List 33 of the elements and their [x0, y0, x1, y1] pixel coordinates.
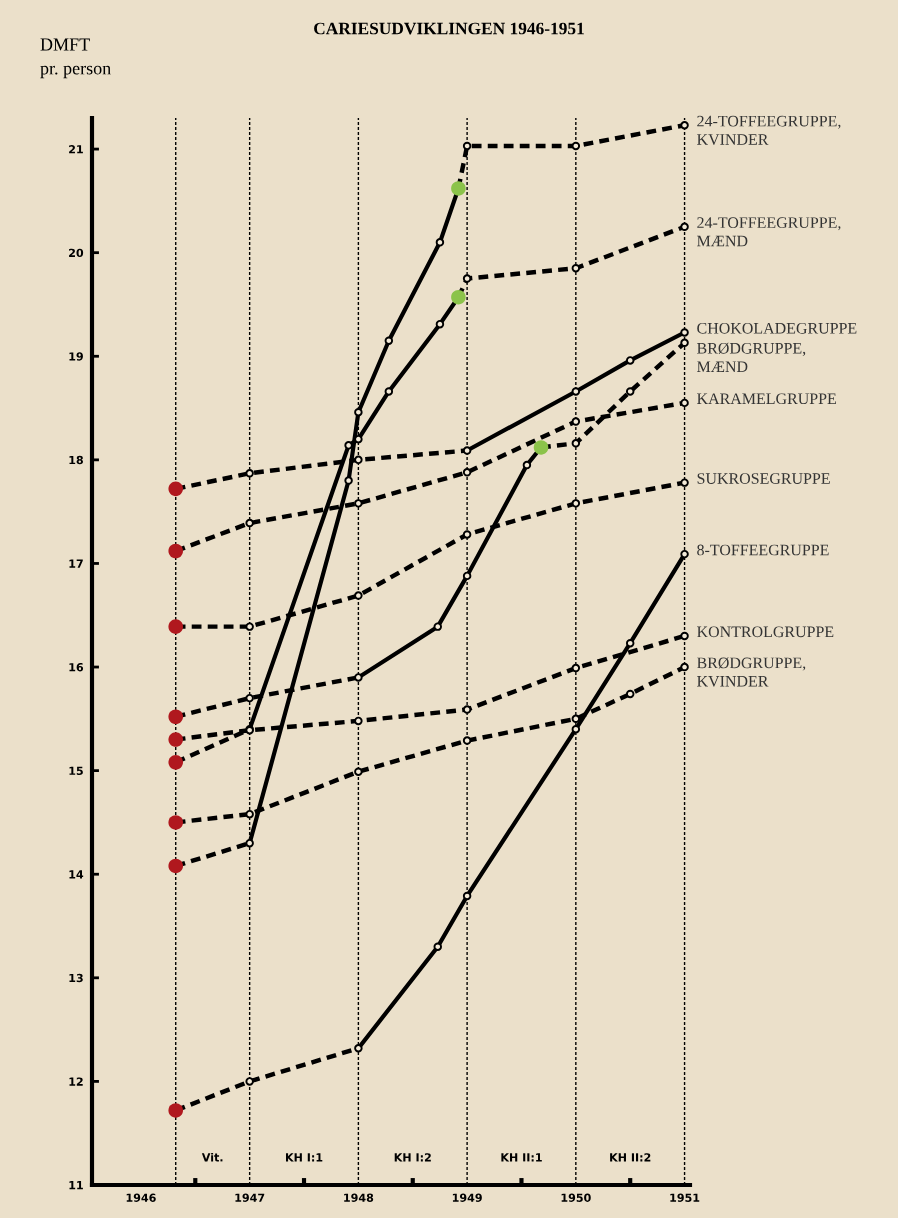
annotation: Vit.: [201, 1152, 223, 1162]
y-tick-label: 20: [69, 248, 84, 258]
y-tick-label: 18: [69, 455, 83, 465]
y-tick-label: 14: [69, 870, 84, 879]
annotation: KH I:2: [394, 1153, 431, 1162]
series-label: BRØDGRUPPE, KVINDER: [697, 657, 806, 687]
y-tick-label: 16: [69, 663, 84, 672]
x-tick-label: 1948: [344, 1193, 374, 1202]
y-tick-label: 19: [69, 352, 83, 361]
x-tick-label: 1947: [235, 1193, 265, 1202]
y-tick-label: 21: [69, 145, 83, 154]
y-tick-label: 13: [69, 973, 83, 983]
series-label: 24-TOFFEEGRUPPE, KVINDER: [697, 115, 841, 145]
series-label: KONTROLGRUPPE: [697, 626, 834, 638]
x-tick-label: 1949: [452, 1193, 482, 1202]
series-label: SUKROSEGRUPPE: [697, 473, 830, 484]
y-tick-label: 15: [69, 766, 83, 776]
series-label: BRØDGRUPPE, MÆND: [697, 342, 806, 372]
series-label: CHOKOLADEGRUPPE: [697, 322, 857, 334]
x-tick-label: 1951: [670, 1193, 700, 1202]
series-label: 24-TOFFEEGRUPPE, MÆND: [697, 217, 841, 247]
annotation: KH I:1: [286, 1153, 323, 1162]
y-axis-title: DMFT pr. person: [40, 38, 111, 79]
annotation: KH II:2: [610, 1153, 651, 1162]
annotation: KH II:1: [501, 1153, 542, 1162]
series-label: KARAMELGRUPPE: [697, 393, 836, 405]
y-tick-label: 11: [69, 1181, 83, 1190]
x-tick-label: 1946: [126, 1193, 156, 1202]
y-tick-label: 12: [69, 1077, 83, 1086]
x-tick-label: 1950: [561, 1193, 591, 1202]
series-label: 8-TOFFEEGRUPPE: [697, 544, 829, 556]
y-tick-label: 17: [69, 559, 83, 568]
chart-title: CARIESUDVIKLINGEN 1946-1951: [314, 22, 584, 35]
